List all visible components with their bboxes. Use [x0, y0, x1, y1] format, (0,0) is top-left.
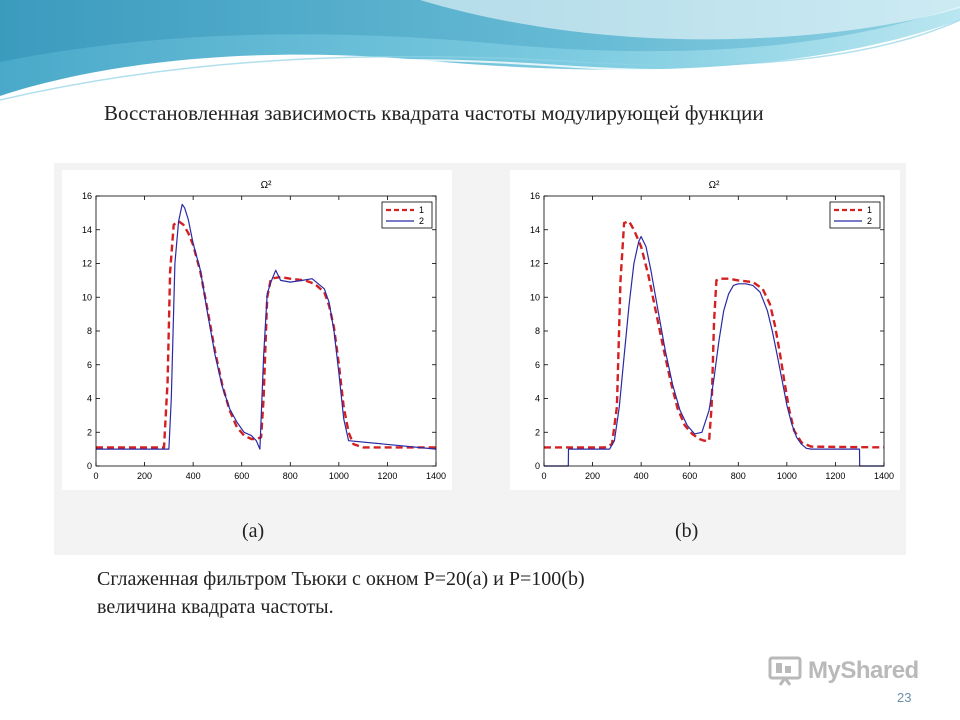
- chart-1-title: Ω²: [709, 180, 720, 191]
- watermark-text: MyShared: [808, 657, 919, 684]
- chart-0-x-tick-label: 1400: [426, 471, 446, 481]
- chart-1-x-tick-label: 0: [541, 471, 546, 481]
- chart-0-y-tick-label: 12: [82, 259, 92, 269]
- chart-1-y-tick-label: 12: [530, 259, 540, 269]
- chart-0-legend: [381, 201, 433, 229]
- chart-0-y-tick-label: 16: [82, 191, 92, 201]
- chart-0-x-tick-label: 600: [234, 471, 249, 481]
- chart-1-y-tick-label: 0: [535, 461, 540, 471]
- chart-1-y-tick-label: 4: [535, 394, 540, 404]
- chart-1-legend-label-1: 1: [867, 205, 872, 215]
- slide-title: Восстановленная зависимость квадрата час…: [104, 101, 764, 125]
- presentation-icon: [768, 656, 802, 686]
- chart-b-caption: (b): [675, 520, 699, 542]
- chart-1-x-tick-label: 600: [682, 471, 697, 481]
- chart-0-y-tick-label: 14: [82, 225, 92, 235]
- chart-0-y-tick-label: 10: [82, 292, 92, 302]
- chart-1-y-tick-label: 8: [535, 326, 540, 336]
- chart-0-x-tick-label: 0: [93, 471, 98, 481]
- watermark: MyShared: [768, 656, 919, 686]
- chart-0-title: Ω²: [261, 180, 272, 191]
- chart-0-x-tick-label: 400: [186, 471, 201, 481]
- chart-1-x-tick-label: 1000: [777, 471, 797, 481]
- chart-1-series-2-line: [544, 235, 884, 467]
- chart-a: Ω²0 200 400 600 800 1000 1200 14000246810121416…: [62, 170, 452, 490]
- chart-1-y-tick-label: 10: [530, 292, 540, 302]
- figure-caption: Сглаженная фильтром Тьюки с окном P=20(a…: [97, 565, 585, 621]
- chart-0-y-tick-label: 6: [87, 360, 92, 370]
- chart-0-x-tick-label: 1000: [329, 471, 349, 481]
- chart-0-x-tick-label: 200: [137, 471, 152, 481]
- figure-caption-line-1: Сглаженная фильтром Тьюки с окном P=20(a…: [97, 568, 585, 590]
- header-wave-decoration: [0, 0, 960, 105]
- chart-1-x-tick-label: 400: [634, 471, 649, 481]
- chart-0-series-2-line: [96, 203, 437, 450]
- chart-1-series-1-line: [544, 220, 885, 449]
- chart-1-x-tick-label: 200: [585, 471, 600, 481]
- chart-0-y-tick-label: 4: [87, 394, 92, 404]
- chart-b: Ω²0 200 400 600 800 1000 1200 14000246810121416…: [510, 170, 900, 490]
- chart-0-y-tick-label: 0: [87, 461, 92, 471]
- chart-a-caption: (a): [242, 520, 265, 542]
- chart-0-x-tick-label: 800: [283, 471, 298, 481]
- chart-0-x-tick-label: 1200: [377, 471, 397, 481]
- chart-1-legend: [829, 201, 881, 229]
- slide-number: 23: [897, 690, 912, 705]
- chart-0-y-tick-label: 8: [87, 326, 92, 336]
- chart-1-x-tick-label: 1200: [825, 471, 845, 481]
- chart-1-y-tick-label: 16: [530, 191, 540, 201]
- chart-1-y-tick-label: 6: [535, 360, 540, 370]
- chart-0-legend-label-1: 1: [419, 205, 424, 215]
- chart-0-legend-label-2: 2: [419, 216, 424, 226]
- figure-caption-line-2: величина квадрата частоты.: [97, 596, 334, 618]
- chart-1-y-tick-label: 2: [535, 427, 540, 437]
- chart-1-legend-label-2: 2: [867, 216, 872, 226]
- chart-1-y-tick-label: 14: [530, 225, 540, 235]
- chart-0-y-tick-label: 2: [87, 427, 92, 437]
- chart-1-x-tick-label: 800: [731, 471, 746, 481]
- chart-1-x-tick-label: 1400: [874, 471, 894, 481]
